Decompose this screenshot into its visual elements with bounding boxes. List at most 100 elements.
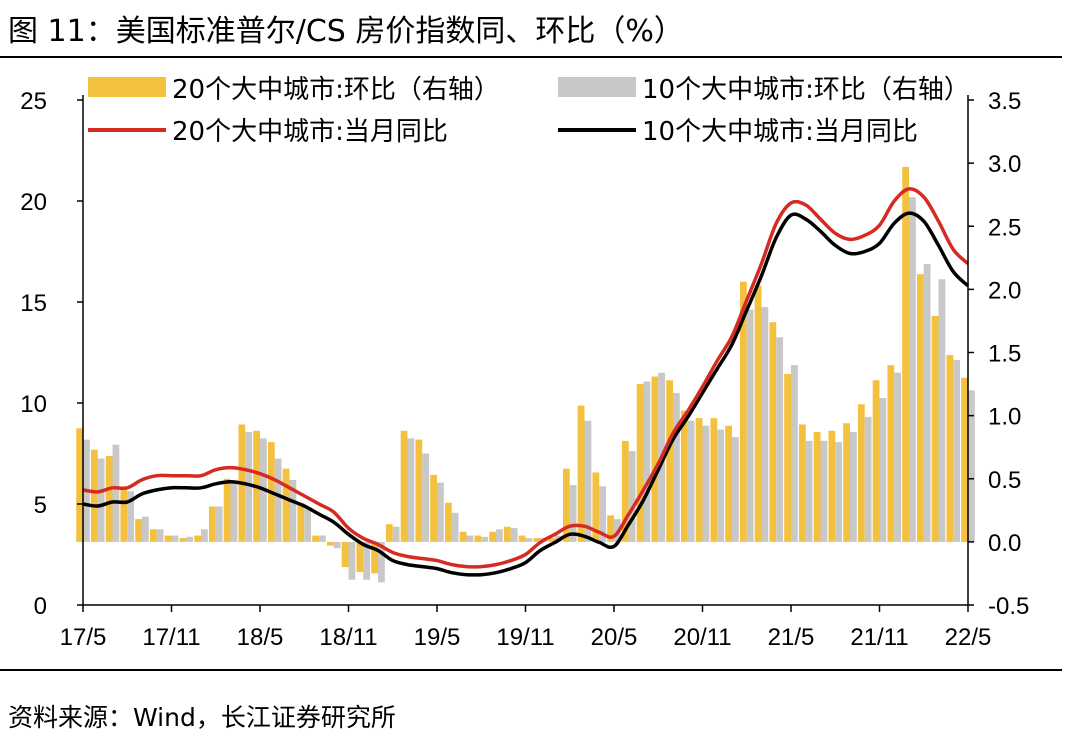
bar-10-city <box>510 527 518 542</box>
line-series-group <box>82 187 970 577</box>
bar-20-city <box>164 535 172 542</box>
source-note: 资料来源：Wind，长江证券研究所 <box>8 703 396 732</box>
bar-10-city <box>481 536 489 542</box>
bottom-rule <box>0 669 1062 671</box>
bar-10-city <box>805 440 813 542</box>
axes-group: 0 5 10 15 20 25 -0.5 0.0 0.5 1.0 1.5 2.0 2.5 3.0 3.5 17… <box>20 88 1029 651</box>
bar-10-city <box>378 541 385 583</box>
bar-10-city <box>274 458 282 542</box>
bar-20-city <box>503 526 511 542</box>
bar-20-city <box>843 423 850 542</box>
bar-10-city <box>879 397 887 542</box>
bar-10-city <box>186 536 194 542</box>
legend-item: 20个大中城市:环比（右轴） <box>88 75 500 105</box>
bar-20-city <box>76 428 83 542</box>
left-tick-label: 25 <box>20 88 47 115</box>
bar-20-city <box>223 478 231 542</box>
bar-10-city <box>407 438 415 542</box>
bar-20-city <box>916 274 924 542</box>
bar-10-city <box>702 425 710 542</box>
bar-20-city <box>902 166 909 542</box>
bar-10-city <box>142 516 149 542</box>
bar-10-city <box>156 529 164 542</box>
bar-20-city <box>651 376 659 542</box>
right-tick-label: -0.5 <box>988 593 1029 620</box>
bar-10-city <box>761 307 769 542</box>
x-tick-label: 18/11 <box>319 624 377 651</box>
bar-10-city <box>923 264 931 542</box>
legend-label: 10个大中城市:环比（右轴） <box>642 75 970 105</box>
bar-20-city <box>946 355 954 542</box>
bar-10-city <box>599 486 607 542</box>
bar-10-city <box>938 279 946 542</box>
left-tick-label: 0 <box>34 593 47 620</box>
bar-series-group <box>76 166 975 583</box>
bar-20-city <box>282 468 290 542</box>
bar-10-city <box>422 453 430 542</box>
line-10-city-yoy <box>82 211 970 577</box>
bar-10-city <box>127 491 135 542</box>
bar-20-city <box>533 538 541 542</box>
legend-label: 20个大中城市:环比（右轴） <box>172 75 500 105</box>
bar-20-city <box>208 506 216 542</box>
right-tick-label: 2.5 <box>988 214 1021 241</box>
right-tick-label: 1.5 <box>988 341 1021 368</box>
bar-10-city <box>112 444 120 542</box>
bar-20-city <box>828 430 836 542</box>
bar-10-city <box>835 442 843 542</box>
bar-20-city <box>444 502 452 542</box>
left-tick-label: 15 <box>20 290 47 317</box>
bar-20-city <box>754 285 762 542</box>
x-tick-label: 17/11 <box>142 624 200 651</box>
bar-20-city <box>297 502 305 542</box>
right-tick-label: 3.0 <box>988 151 1021 178</box>
bar-20-city <box>518 535 526 542</box>
legend-swatch-bar <box>88 77 166 97</box>
left-tick-label: 5 <box>34 492 47 519</box>
x-tick-label: 17/5 <box>60 624 107 651</box>
bar-10-city <box>363 541 371 580</box>
bar-10-city <box>850 432 857 542</box>
bar-20-city <box>931 315 939 542</box>
bar-20-city <box>149 529 157 542</box>
bar-20-city <box>798 424 806 542</box>
bar-10-city <box>215 506 223 542</box>
x-tick-label: 20/11 <box>673 624 731 651</box>
x-tick-label: 21/11 <box>850 624 908 651</box>
bar-10-city <box>569 485 577 542</box>
bar-20-city <box>813 432 821 542</box>
bar-20-city <box>135 519 142 542</box>
legend-label: 20个大中城市:当月同比 <box>172 117 448 147</box>
top-rule <box>0 56 1062 58</box>
legend-item: 20个大中城市:当月同比 <box>88 117 448 147</box>
x-tick-label: 19/5 <box>414 624 461 651</box>
bar-20-city <box>356 541 364 573</box>
bar-20-city <box>607 515 614 542</box>
right-tick-label: 1.0 <box>988 404 1021 431</box>
bar-20-city <box>887 365 895 542</box>
bar-20-city <box>710 418 718 542</box>
legend-swatch-bar <box>558 77 636 97</box>
bar-20-city <box>562 468 570 542</box>
bar-20-city <box>90 449 98 542</box>
bar-20-city <box>400 430 408 542</box>
bar-20-city <box>784 373 791 542</box>
bar-10-city <box>732 437 739 542</box>
bar-10-city <box>333 541 341 549</box>
bar-20-city <box>636 384 644 542</box>
x-tick-label: 21/5 <box>768 624 815 651</box>
bar-20-city <box>371 541 378 574</box>
bar-20-city <box>872 380 880 542</box>
bar-20-city <box>415 439 423 542</box>
bar-10-city <box>776 337 784 542</box>
bar-10-city <box>584 420 592 542</box>
bar-20-city <box>621 440 629 542</box>
bar-20-city <box>341 541 349 568</box>
bar-20-city <box>385 524 393 542</box>
bar-10-city <box>437 482 444 542</box>
bar-10-city <box>791 365 798 542</box>
bar-20-city <box>474 535 482 542</box>
bar-10-city <box>820 440 828 542</box>
bar-10-city <box>864 416 872 542</box>
bar-20-city <box>680 410 688 542</box>
